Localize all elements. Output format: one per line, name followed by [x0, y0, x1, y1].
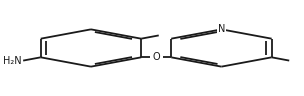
- Text: N: N: [218, 24, 225, 34]
- Text: O: O: [152, 52, 160, 62]
- Text: H₂N: H₂N: [3, 56, 22, 66]
